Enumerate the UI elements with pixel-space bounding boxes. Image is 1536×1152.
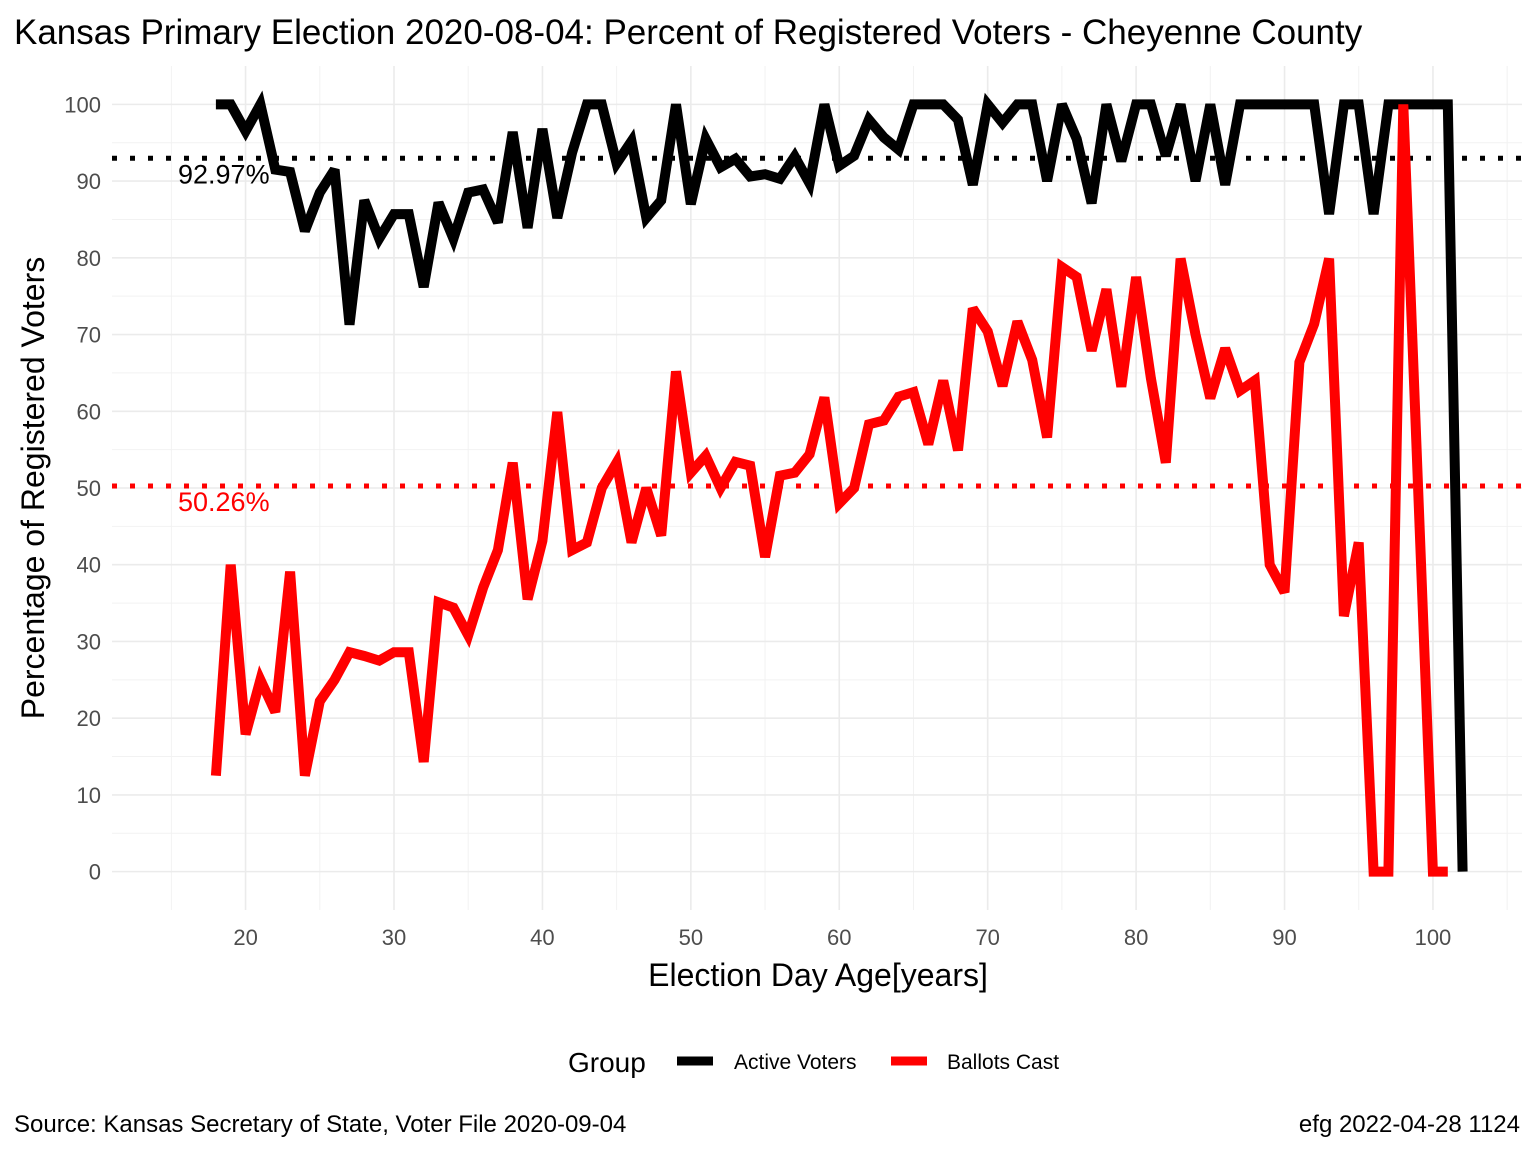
y-tick-label: 70 [77,323,101,348]
x-axis-ticks: 20 30 40 50 60 70 80 90 100 [233,925,1451,950]
x-tick-label: 90 [1272,925,1296,950]
x-tick-label: 40 [530,925,554,950]
y-tick-label: 100 [64,92,101,117]
x-tick-label: 60 [827,925,851,950]
reference-label: 50.26% [178,487,270,517]
series-line-ballots-cast [210,104,1448,877]
y-tick-label: 30 [77,629,101,654]
y-tick-label: 60 [77,399,101,424]
y-tick-label: 40 [77,553,101,578]
legend-label-active-voters: Active Voters [734,1051,857,1074]
x-tick-label: 80 [1124,925,1148,950]
series-line-active-voters [215,90,1468,872]
y-tick-label: 10 [77,783,101,808]
y-tick-label: 20 [77,706,101,731]
y-tick-label: 90 [77,169,101,194]
series-lines [210,90,1468,877]
x-tick-label: 100 [1415,925,1452,950]
chart-title: Kansas Primary Election 2020-08-04: Perc… [14,13,1363,52]
minor-gridlines [112,66,1522,910]
y-tick-label: 80 [77,246,101,271]
y-axis-title: Percentage of Registered Voters [15,257,51,720]
legend: Group Active Voters Ballots Cast [568,1047,1059,1078]
source-caption: Source: Kansas Secretary of State, Voter… [14,1111,626,1138]
y-tick-label: 50 [77,476,101,501]
x-tick-label: 20 [233,925,257,950]
x-tick-label: 70 [975,925,999,950]
credit-caption: efg 2022-04-28 1124 [1299,1111,1520,1138]
y-tick-label: 0 [89,860,101,885]
legend-label-ballots-cast: Ballots Cast [947,1051,1059,1074]
y-axis-ticks: 0 10 20 30 40 50 60 70 80 90 100 [64,92,101,884]
legend-title: Group [568,1047,646,1078]
reference-label: 92.97% [178,159,270,189]
x-axis-title: Election Day Age[years] [648,957,988,993]
x-tick-label: 50 [679,925,703,950]
x-tick-label: 30 [382,925,406,950]
reference-labels: 92.97% 50.26% [178,159,270,517]
